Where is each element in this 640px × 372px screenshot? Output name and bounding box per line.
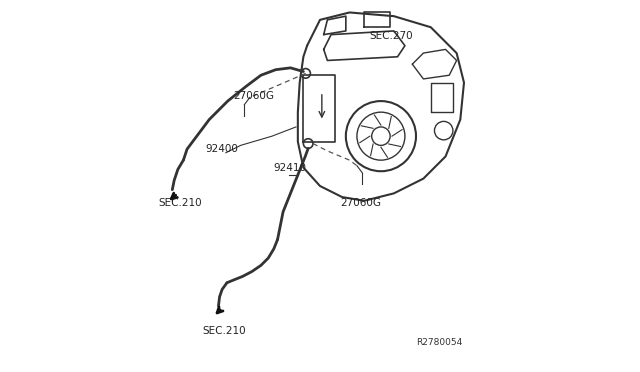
Text: 27060G: 27060G: [340, 198, 381, 208]
Text: SEC.270: SEC.270: [370, 32, 413, 41]
Text: 92410: 92410: [274, 163, 307, 173]
Text: SEC.210: SEC.210: [202, 326, 246, 336]
Text: 27060G: 27060G: [233, 90, 274, 100]
Text: 92400: 92400: [205, 144, 239, 154]
Text: SEC.210: SEC.210: [158, 198, 202, 208]
Text: R2780054: R2780054: [416, 339, 462, 347]
